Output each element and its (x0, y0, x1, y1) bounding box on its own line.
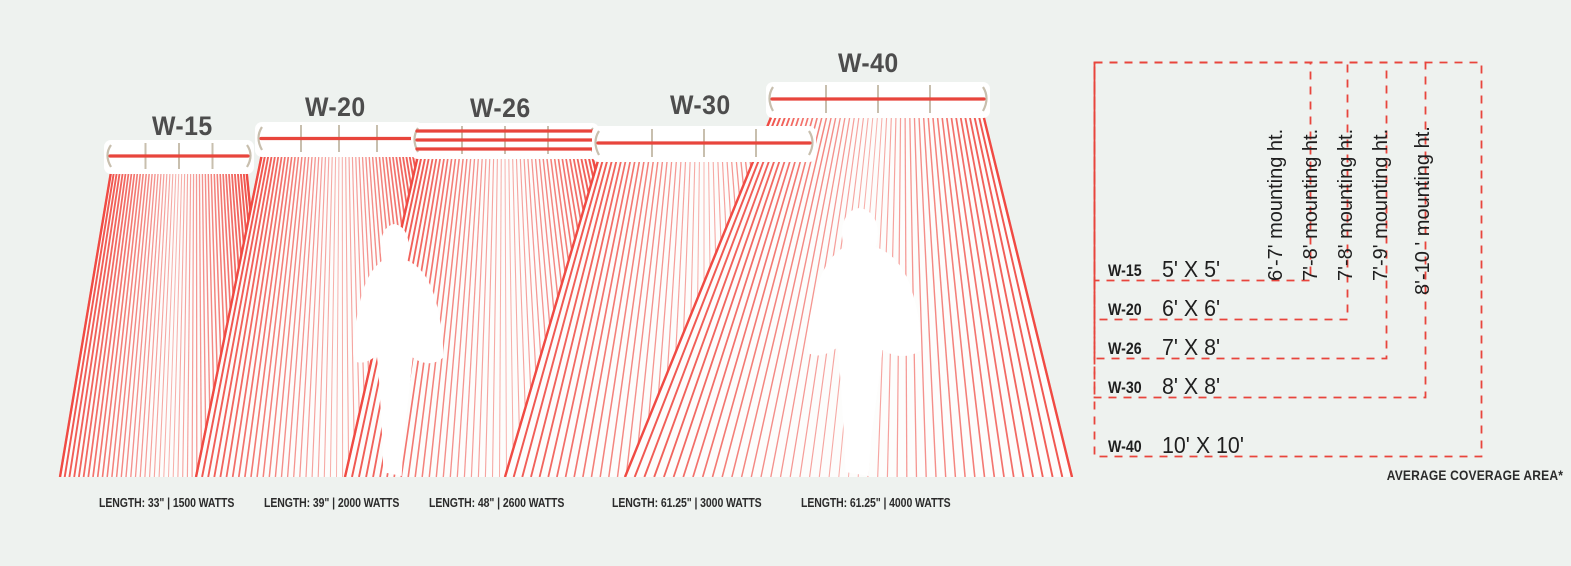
heater-unit-w-40 (766, 82, 990, 118)
heat-ray-fan-w-15 (58, 165, 279, 477)
heat-ray-canvas (58, 82, 1074, 477)
mounting-height-w-20: 7'-8' mounting ht. (1300, 128, 1322, 281)
model-label-w-26: W-26 (470, 93, 531, 123)
coverage-row-area-w-30: 8' X 8' (1162, 373, 1221, 399)
coverage-row-area-w-40: 10' X 10' (1162, 432, 1244, 458)
person-standing-left (353, 224, 444, 476)
heat-rays (58, 109, 1074, 477)
model-label-w-15: W-15 (152, 111, 213, 141)
coverage-row-model-w-15: W-15 (1108, 262, 1142, 280)
model-label-w-30: W-30 (670, 90, 731, 120)
spec-label-w-15: LENGTH: 33" | 1500 WATTS (99, 496, 235, 510)
mounting-height-w-15: 6'-7' mounting ht. (1265, 128, 1287, 281)
person-standing-right (807, 208, 922, 476)
coverage-row-area-w-15: 5' X 5' (1162, 256, 1221, 282)
coverage-row-area-w-26: 7' X 8' (1162, 334, 1221, 360)
heater-units (104, 82, 990, 174)
coverage-row-model-w-20: W-20 (1108, 301, 1142, 319)
heat-pattern-diagram: W-15 W-20 W-26 W-30 W-40 LENGTH: 33" | 1500 … (58, 48, 1074, 510)
spec-label-w-40: LENGTH: 61.25" | 4000 WATTS (801, 496, 951, 510)
coverage-table-panel: 6'-7' mounting ht. 7'-8' mounting ht. 7'-8… (1090, 0, 1571, 566)
mounting-height-w-40: 8'-10 ' mounting ht. (1412, 126, 1434, 295)
average-coverage-caption: AVERAGE COVERAGE AREA* (1386, 467, 1563, 483)
coverage-row-model-w-30: W-30 (1108, 379, 1142, 397)
spec-label-w-20: LENGTH: 39" | 2000 WATTS (264, 496, 400, 510)
spec-label-w-30: LENGTH: 61.25" | 3000 WATTS (612, 496, 762, 510)
mounting-height-w-30: 7'-9' mounting ht. (1370, 128, 1392, 281)
coverage-row-model-w-40: W-40 (1108, 438, 1142, 456)
heat-ray-fan-w-40 (623, 109, 1074, 477)
mounting-height-w-26: 7'-8' mounting ht. (1335, 128, 1357, 281)
heater-unit-w-15 (104, 140, 254, 174)
coverage-row-area-w-20: 6' X 6' (1162, 295, 1221, 321)
spec-label-w-26: LENGTH: 48" | 2600 WATTS (429, 496, 565, 510)
people-silhouettes (353, 208, 922, 476)
heater-unit-w-20 (255, 122, 423, 157)
coverage-nested-boxes (1093, 61, 1483, 458)
model-label-w-20: W-20 (305, 92, 366, 122)
coverage-box-w-15 (1093, 61, 1312, 282)
model-label-w-40: W-40 (838, 48, 899, 78)
heater-unit-w-30 (592, 126, 816, 162)
heater-unit-w-26 (411, 123, 599, 159)
coverage-row-model-w-26: W-26 (1108, 340, 1142, 358)
